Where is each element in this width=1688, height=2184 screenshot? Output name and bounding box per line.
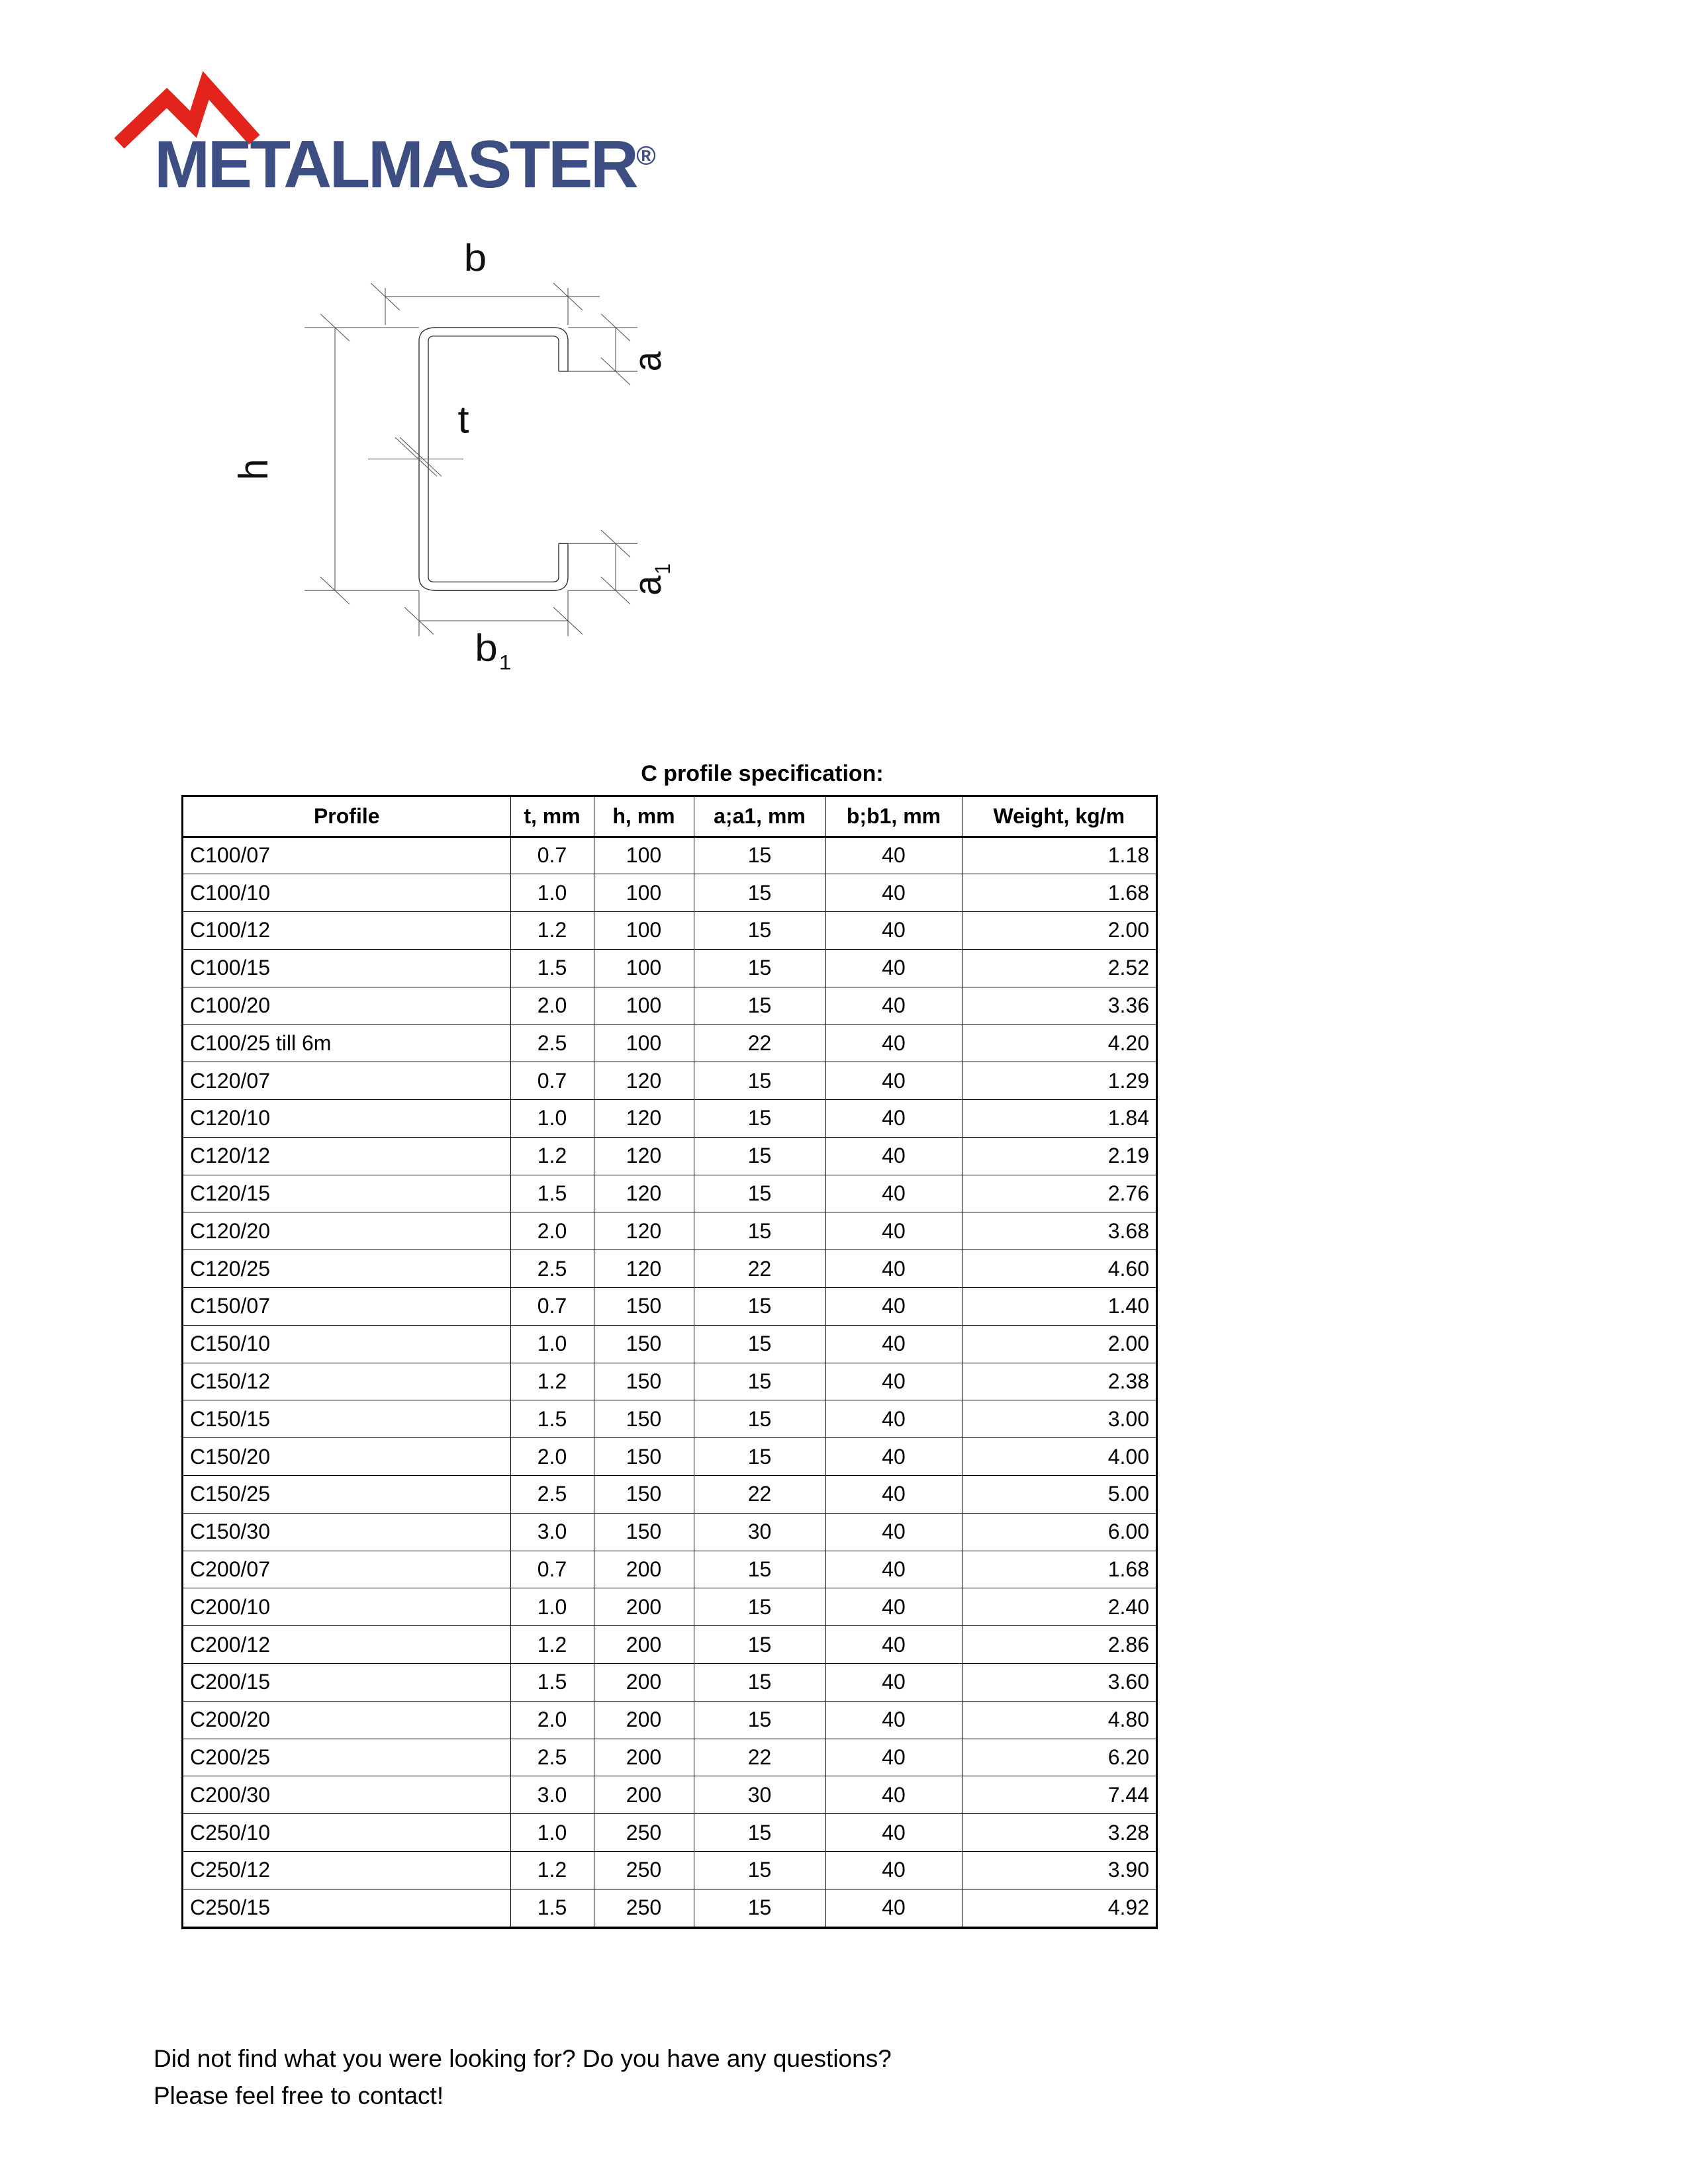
svg-text:b: b <box>464 236 487 279</box>
svg-text:a: a <box>626 351 669 371</box>
svg-text:b1: b1 <box>475 627 511 674</box>
svg-text:t: t <box>457 398 469 441</box>
svg-text:h: h <box>230 459 276 480</box>
svg-text:a1: a1 <box>626 563 675 596</box>
